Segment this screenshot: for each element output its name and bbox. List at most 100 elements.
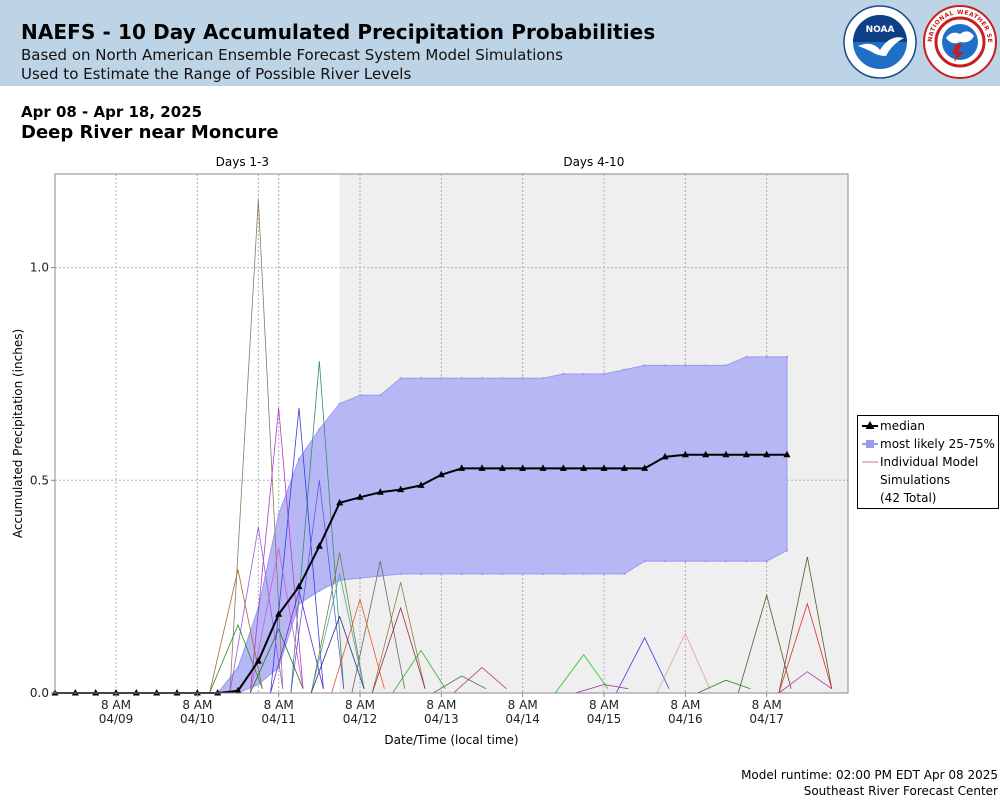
median-point	[519, 464, 527, 471]
band-p75-point	[603, 372, 605, 375]
median-point	[234, 686, 242, 694]
legend-label-members-1: Individual Model	[880, 455, 979, 469]
member-simulation-line	[371, 606, 426, 694]
chart-legend: median most likely 25-75% Individual Mod…	[857, 415, 999, 509]
band-p75-point	[501, 377, 504, 380]
legend-label-members-2: Simulations	[880, 473, 951, 487]
x-tick-label-time: 8 AM	[670, 698, 700, 712]
x-tick-label-date: 04/16	[668, 712, 703, 726]
median-point	[559, 464, 567, 471]
band-p25-point	[420, 572, 422, 575]
band-p75-point	[521, 377, 524, 380]
band-p75-point	[399, 377, 402, 380]
band-p25-point	[582, 572, 585, 575]
band-p25-point	[521, 572, 524, 575]
member-simulation-line	[270, 407, 324, 694]
x-tick-label-time: 8 AM	[101, 698, 131, 712]
band-p25-point	[298, 602, 300, 605]
band-p25-point	[277, 666, 280, 669]
member-simulation-line	[351, 561, 406, 694]
band-p25-point	[542, 572, 544, 575]
band-p75-point	[745, 355, 748, 358]
member-simulation-line	[249, 628, 304, 694]
median-point	[275, 610, 283, 617]
member-simulation-line	[290, 480, 345, 694]
band-p75-point	[704, 364, 707, 367]
band-p25-point	[338, 579, 341, 582]
member-simulation-line	[554, 654, 609, 694]
y-tick-label: 1.0	[30, 261, 49, 275]
median-point	[722, 450, 730, 458]
x-tick-label-time: 8 AM	[345, 698, 375, 712]
median-point	[417, 481, 425, 488]
median-point	[214, 689, 222, 696]
median-point	[580, 464, 588, 471]
band-p75-point	[623, 368, 626, 371]
band-p25-point	[603, 572, 605, 575]
band-p75-point	[481, 377, 483, 380]
x-tick-label-time: 8 AM	[264, 698, 294, 712]
member-simulation-line	[229, 199, 284, 694]
member-simulation-line	[249, 548, 304, 694]
member-simulation-line	[310, 573, 365, 694]
median-point	[336, 498, 344, 506]
median-point	[600, 464, 608, 471]
median-point	[681, 450, 689, 458]
band-p75-point	[338, 402, 341, 405]
band-p25-point	[481, 572, 483, 575]
x-tick-label-date: 04/17	[749, 712, 784, 726]
median-point	[71, 689, 79, 696]
x-axis-label: Date/Time (local time)	[384, 733, 518, 747]
subtitle-line-1: Based on North American Ensemble Forecas…	[21, 46, 563, 64]
band-p25-point	[460, 572, 463, 575]
band-p25-point	[765, 560, 768, 563]
band-p75-point	[460, 377, 463, 380]
x-tick-label-time: 8 AM	[752, 698, 782, 712]
band-p75-point	[277, 513, 280, 516]
x-tick-label-date: 04/10	[180, 712, 215, 726]
median-point	[702, 450, 710, 458]
median-point	[356, 493, 364, 500]
median-point	[173, 689, 181, 696]
x-tick-label-time: 8 AM	[426, 698, 456, 712]
band-p25-point	[501, 572, 504, 575]
member-simulation-line	[615, 636, 670, 694]
band-p75-point	[582, 372, 585, 375]
median-point	[783, 450, 791, 458]
median-point	[254, 657, 262, 664]
nws-logo: NATIONAL WEATHER SERVICE	[922, 4, 997, 79]
members-symbol-icon	[862, 461, 878, 463]
band-p75-point	[765, 355, 768, 358]
band-p75-point	[298, 458, 300, 461]
band-p25-point	[399, 572, 402, 575]
band-p25-point	[684, 560, 687, 563]
legend-label-members-3: (42 Total)	[880, 491, 937, 505]
median-point	[478, 464, 486, 471]
member-simulation-line	[737, 593, 792, 694]
band-p75-point	[684, 364, 687, 367]
band-p25-point	[725, 560, 727, 563]
legend-label-band: most likely 25-75%	[880, 437, 995, 451]
member-simulation-line	[656, 632, 711, 694]
member-simulation-line	[575, 684, 629, 694]
subtitle-line-2: Used to Estimate the Range of Possible R…	[21, 65, 412, 83]
member-simulation-line	[778, 556, 833, 694]
median-point	[458, 464, 466, 471]
band-p25-point	[664, 560, 666, 563]
member-simulation-line	[697, 679, 751, 694]
forecast-center: Southeast River Forecast Center	[803, 784, 998, 798]
median-point	[661, 452, 669, 460]
header-banner: NAEFS - 10 Day Accumulated Precipitation…	[0, 0, 1000, 86]
member-simulation-line	[432, 675, 487, 694]
band-p25-point	[786, 549, 788, 552]
median-point	[641, 464, 649, 471]
median-point	[437, 470, 445, 478]
member-simulation-line	[229, 527, 284, 694]
page-title: NAEFS - 10 Day Accumulated Precipitation…	[21, 20, 656, 44]
x-tick-label-time: 8 AM	[182, 698, 212, 712]
y-axis-label: Accumulated Precipitation (inches)	[11, 329, 25, 538]
member-simulation-line	[249, 407, 304, 694]
median-point	[132, 689, 140, 696]
y-tick-label: 0.0	[30, 686, 49, 700]
date-range: Apr 08 - Apr 18, 2025	[21, 103, 203, 121]
